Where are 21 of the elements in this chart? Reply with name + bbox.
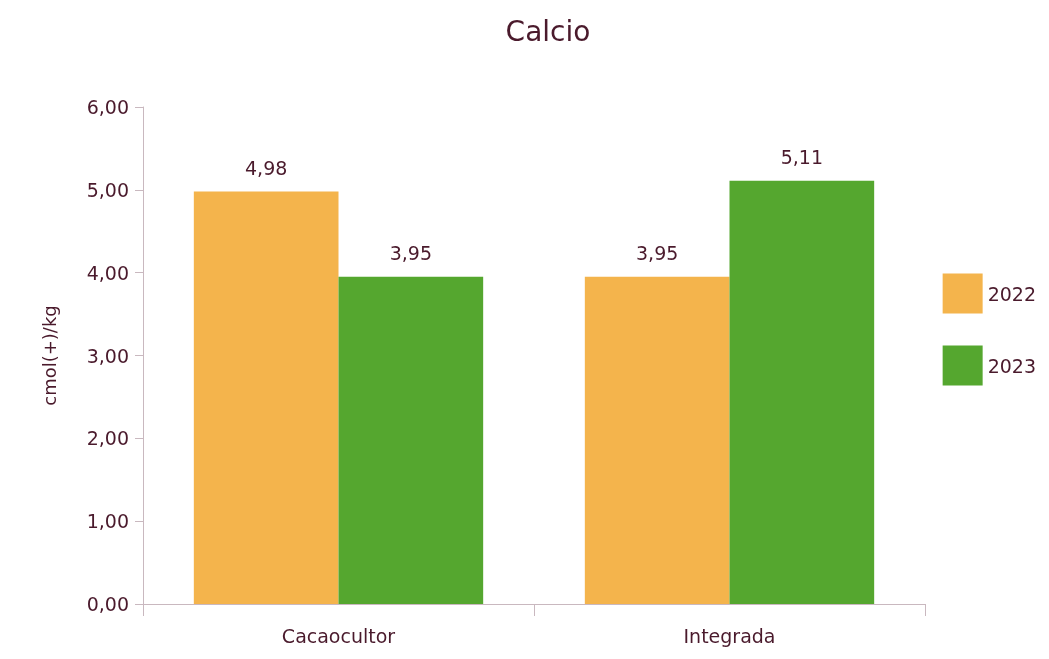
y-tick-label: 2,00 bbox=[86, 427, 129, 450]
data-label: 4,98 bbox=[245, 156, 288, 179]
x-tick-label: Integrada bbox=[683, 624, 776, 647]
bar bbox=[338, 276, 484, 604]
chart-title: Calcio bbox=[505, 14, 591, 48]
legend-label: 2023 bbox=[987, 354, 1037, 377]
y-axis-title: cmol(+)/kg bbox=[38, 305, 60, 406]
y-tick-label: 1,00 bbox=[86, 510, 129, 533]
data-label: 3,95 bbox=[389, 242, 432, 265]
bar bbox=[729, 180, 875, 604]
legend-label: 2022 bbox=[987, 282, 1037, 305]
x-tick-label: Cacaocultor bbox=[281, 624, 396, 647]
data-label: 3,95 bbox=[636, 242, 679, 265]
y-tick-label: 5,00 bbox=[86, 178, 129, 201]
y-tick-label: 0,00 bbox=[86, 593, 129, 615]
bar bbox=[584, 276, 730, 604]
data-label: 5,11 bbox=[780, 146, 823, 169]
bar bbox=[193, 191, 339, 604]
y-tick-label: 6,00 bbox=[86, 96, 129, 118]
y-tick-label: 4,00 bbox=[86, 261, 129, 284]
y-tick-label: 3,00 bbox=[86, 344, 129, 367]
